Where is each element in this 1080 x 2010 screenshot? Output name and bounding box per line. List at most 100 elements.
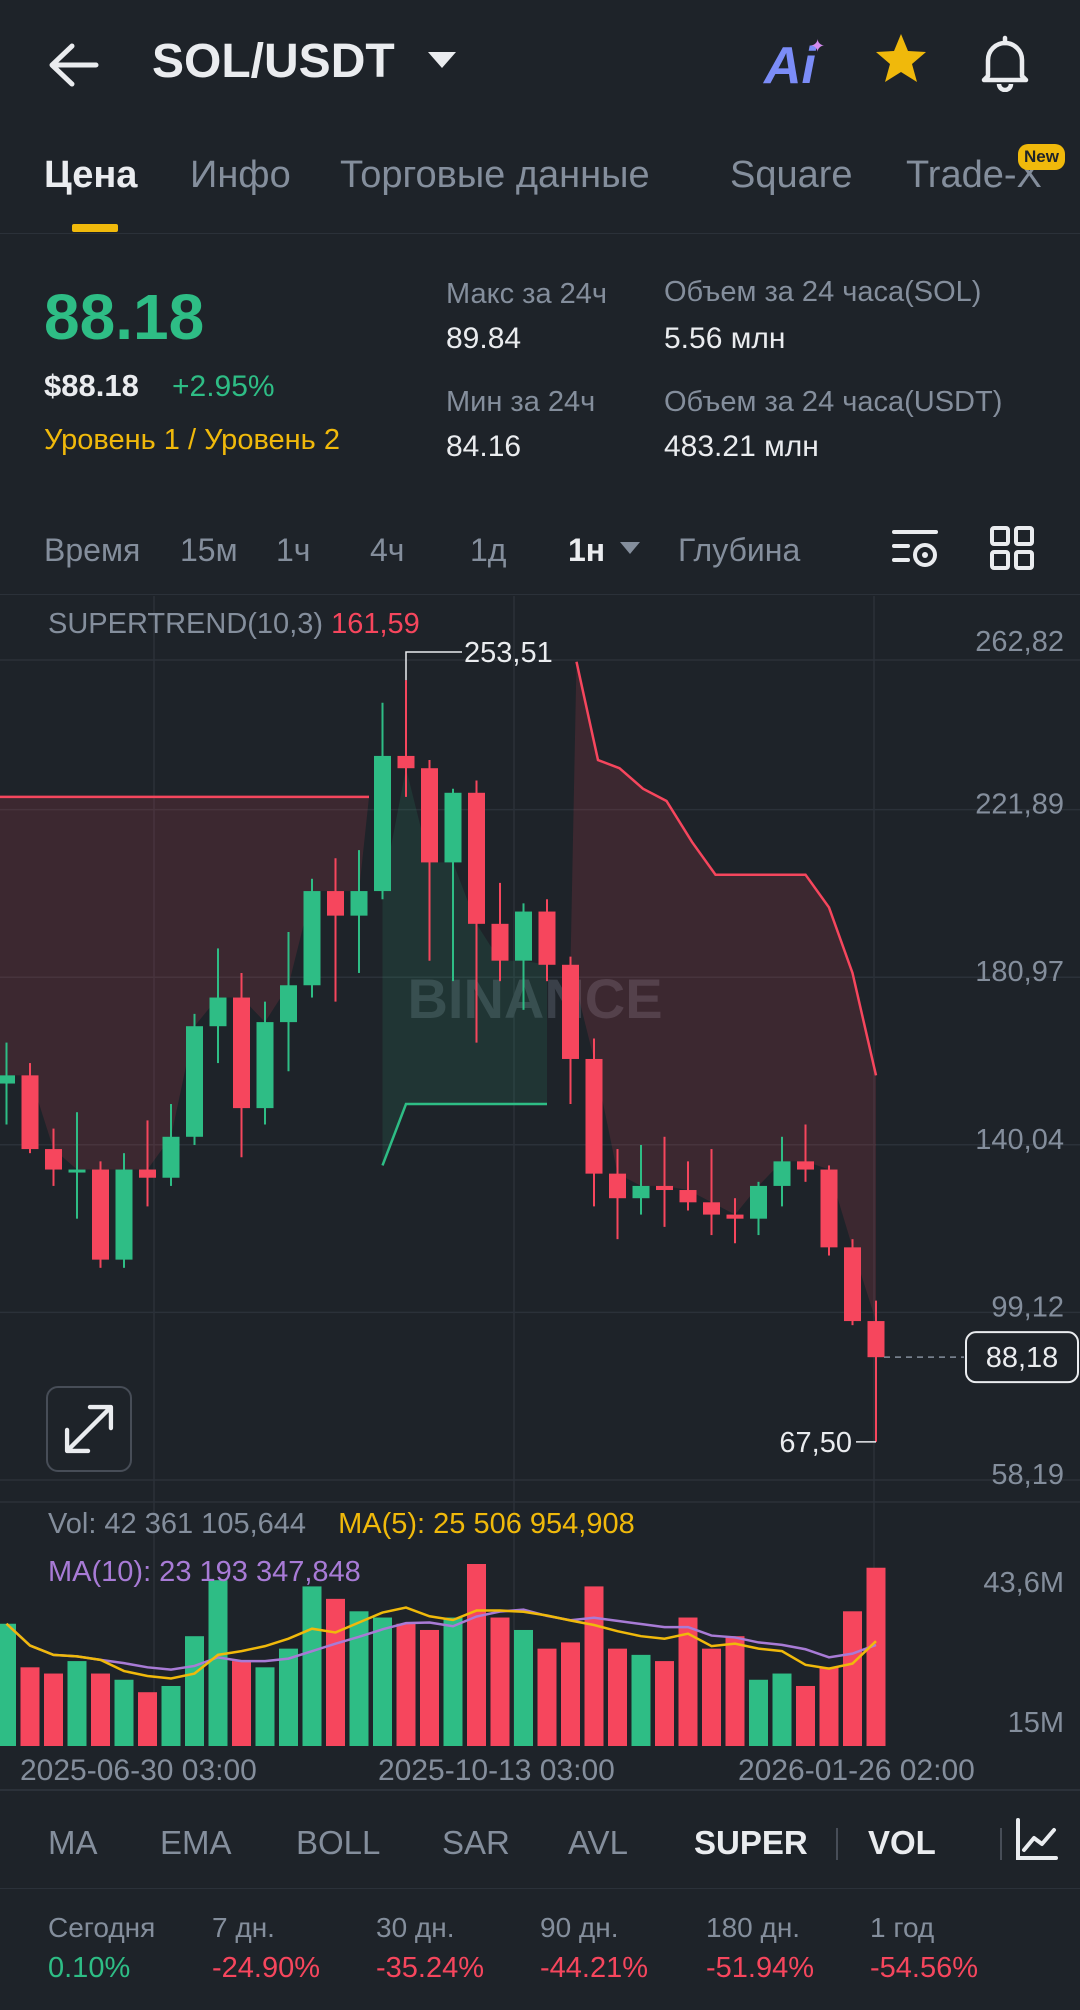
level-link[interactable]: Уровень 1 / Уровень 2: [44, 424, 340, 456]
supertrend-lines: [0, 661, 878, 1166]
perf-today-label: Сегодня: [48, 1912, 156, 1943]
candle-body: [703, 1202, 720, 1215]
supertrend-down-line: [575, 661, 878, 1076]
indicator-sar[interactable]: SAR: [442, 1824, 510, 1861]
ai-icon[interactable]: Ai: [764, 37, 816, 95]
candlestick-chart[interactable]: BINANCE 262,82 221,89 180,97 140,04 99,12 58,…: [0, 596, 1080, 1790]
chart-settings-icon[interactable]: [892, 526, 940, 572]
candle-body: [656, 1185, 673, 1191]
volume-bar: [443, 1617, 463, 1746]
volume-bar: [138, 1692, 157, 1746]
price-axis-label: 99,12: [991, 1291, 1064, 1323]
expand-icon: [64, 1404, 114, 1454]
interval-15m[interactable]: 15м: [180, 532, 238, 568]
star-icon[interactable]: [872, 30, 930, 88]
perf-180d-label: 180 дн.: [706, 1912, 801, 1943]
tab-square[interactable]: Square: [730, 154, 853, 196]
volume-bar: [678, 1617, 698, 1746]
indicator-vol[interactable]: VOL: [868, 1824, 936, 1861]
volume-bar: [819, 1667, 839, 1746]
indicator-settings-icon[interactable]: [1014, 1818, 1058, 1862]
volume-bar: [161, 1685, 181, 1746]
interval-4h[interactable]: 4ч: [370, 532, 405, 568]
volume-bar: [608, 1648, 627, 1746]
supertrend-label: SUPERTREND(10,3): [48, 608, 324, 640]
volume-bar: [584, 1586, 604, 1746]
interval-depth[interactable]: Глубина: [678, 532, 801, 568]
volume-bar: [91, 1673, 110, 1746]
candle-body: [256, 1022, 274, 1109]
candle-body: [491, 923, 509, 961]
volume-bar: [843, 1611, 862, 1746]
interval-time[interactable]: Время: [44, 532, 141, 568]
perf-today-value: 0.10%: [48, 1952, 131, 1984]
candle-body: [750, 1185, 767, 1219]
caret-down-icon[interactable]: [428, 52, 456, 68]
top-bar: SOL/USDT Ai ✦: [0, 0, 1080, 130]
ma5-label: MA(5): 25 506 954,908: [338, 1508, 635, 1540]
candle-body: [115, 1169, 133, 1260]
last-price-tag: [965, 1331, 1079, 1384]
volume-indicator: Vol: 42 361 105,644 MA(5): 25 506 954,90…: [48, 1508, 635, 1541]
layout-grid-icon[interactable]: [990, 526, 1034, 570]
price-axis-label: 58,19: [991, 1459, 1064, 1491]
volume-bar: [302, 1586, 322, 1746]
interval-1w[interactable]: 1н: [568, 532, 606, 568]
candle-body: [726, 1214, 744, 1219]
indicator-super[interactable]: SUPER: [694, 1824, 808, 1861]
main-tabs: Цена Инфо Торговые данные Square Trade-X: [0, 140, 1080, 234]
candle-body: [350, 891, 368, 916]
ma5-line: [5, 1606, 877, 1680]
divider: [0, 594, 1080, 595]
candle-body: [186, 1026, 203, 1137]
pair-title[interactable]: SOL/USDT: [152, 35, 395, 88]
tab-price[interactable]: Цена: [44, 154, 138, 196]
last-price-tag-label: 88,18: [986, 1342, 1059, 1374]
usd-price: $88.18: [44, 368, 139, 403]
candle-body: [162, 1136, 180, 1178]
interval-1d[interactable]: 1д: [470, 532, 507, 568]
axis-labels: 262,82 221,89 180,97 140,04 99,12 58,19 253,51…: [0, 626, 1080, 1790]
active-tab-indicator: [72, 224, 118, 232]
candle-body: [21, 1075, 39, 1150]
volume-usdt-label: Объем за 24 часа(USDT): [664, 386, 1003, 418]
max-price-label: 253,51: [464, 637, 553, 669]
time-axis-label: 2025-06-30 03:00: [20, 1754, 257, 1787]
bell-icon[interactable]: [976, 32, 1034, 92]
volume-bar: [232, 1661, 251, 1746]
interval-1h[interactable]: 1ч: [276, 532, 311, 568]
new-badge: New: [1018, 144, 1065, 170]
candle-body: [397, 755, 415, 769]
indicator-ema[interactable]: EMA: [160, 1824, 232, 1861]
candle-body: [867, 1321, 885, 1358]
volume-bar: [561, 1642, 580, 1746]
perf-30d-label: 30 дн.: [376, 1912, 455, 1943]
volume-bar: [420, 1629, 439, 1746]
supertrend-up-line: [381, 1102, 547, 1166]
candle-body: [45, 1149, 62, 1170]
candle-body: [797, 1161, 814, 1170]
indicator-ma[interactable]: MA: [48, 1824, 98, 1861]
tab-info[interactable]: Инфо: [190, 154, 291, 196]
volume-usdt-value: 483.21 млн: [664, 430, 819, 463]
supertrend-up-band: [382, 768, 547, 1166]
fullscreen-button[interactable]: [46, 1386, 132, 1472]
divider: [0, 1888, 1080, 1889]
tab-trading-data[interactable]: Торговые данные: [340, 154, 650, 196]
volume-bar: [514, 1629, 533, 1746]
perf-90d-value: -44.21%: [540, 1952, 649, 1984]
candle-body: [820, 1169, 838, 1248]
caret-down-icon[interactable]: [620, 542, 640, 554]
volume-bar: [326, 1598, 345, 1746]
candle-body: [773, 1161, 791, 1186]
indicator-boll[interactable]: BOLL: [296, 1824, 381, 1861]
arrow-left-icon[interactable]: [44, 38, 104, 92]
perf-7d-label: 7 дн.: [212, 1912, 275, 1943]
volume-axis-label: 43,6M: [983, 1567, 1064, 1599]
indicator-avl[interactable]: AVL: [568, 1824, 628, 1861]
volume-bar: [866, 1567, 886, 1746]
candle-body: [233, 997, 250, 1109]
price-axis-label: 140,04: [975, 1124, 1064, 1156]
volume-bar: [467, 1564, 486, 1746]
perf-1y-value: -54.56%: [870, 1952, 979, 1984]
